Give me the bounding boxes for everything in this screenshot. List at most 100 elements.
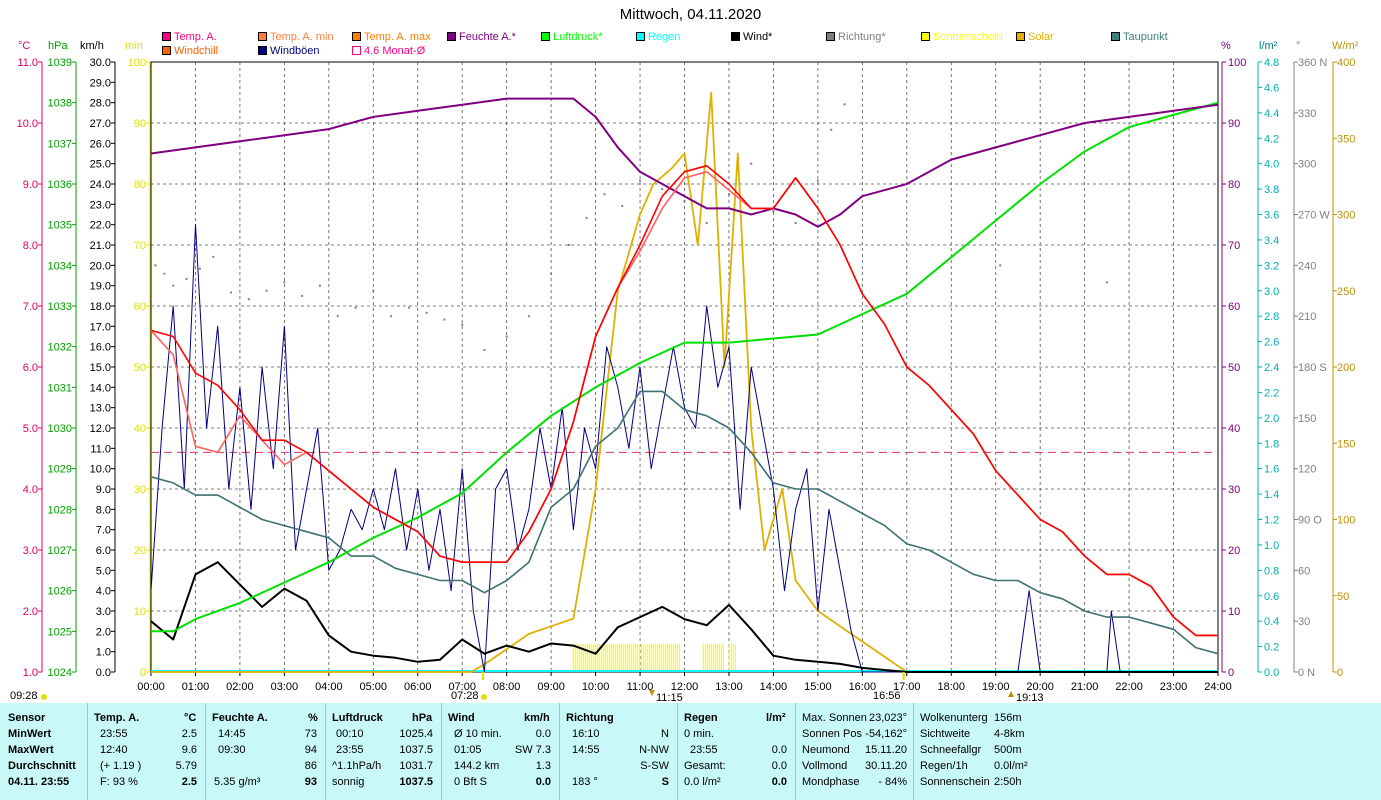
wind-max-time: 01:05 [454,744,482,756]
y-tick-label: 6.0 [96,545,111,557]
legend-swatch [352,32,361,41]
y-tick-label: 0.6 [1264,591,1279,603]
y-tick-label: 1.4 [1264,489,1279,501]
y-tick-label: 30 [1298,616,1310,628]
unit-rain: l/m² [1259,40,1278,52]
y-tick-label: 5.0 [23,423,38,435]
pressure-forecast: sonnig [332,776,365,788]
y-tick-label: 60 [1298,565,1310,577]
legend-label: Taupunkt [1123,31,1168,43]
y-tick-label: 27.0 [90,118,111,130]
wind-run: 144.2 km [454,760,500,772]
wind-current-value: 0.0 [535,776,551,788]
y-tick-label: 1.0 [23,667,38,679]
newmoon-label: Neumond [802,744,850,756]
y-tick-label: 0 [140,667,146,679]
y-tick-label: 2.6 [1264,337,1279,349]
direction-point [830,128,833,131]
sun-pos-label: Sonnen Pos [802,728,862,740]
direction-point [661,188,664,191]
unit-temp: °C [18,40,31,52]
rain-unit: l/m² [766,712,786,724]
direction-point [372,289,375,292]
y-tick-label: 300 [1298,159,1316,171]
y-tick-label: 1025 [48,626,72,638]
sensor-title: Sensor [8,712,46,724]
y-tick-label: 4.2 [1264,133,1279,145]
humidity-current-value: 93 [304,776,317,788]
direction-current-value: S [661,776,669,788]
direction-point [550,272,553,275]
y-tick-label: 12.0 [90,423,111,435]
temp-current-humidity: F: 93 % [100,776,138,788]
pressure-max-time: 23:55 [336,744,364,756]
stats-panel: Sensor MinWert MaxWert Durchschnitt 04.1… [0,703,1381,800]
legend-swatch [731,32,740,41]
direction-min-value: N [661,728,669,740]
sensor-row-current: 04.11. 23:55 [8,776,70,788]
direction-point [336,315,339,318]
y-tick-label: 60 [134,301,146,313]
x-tick-label: 23:00 [1160,681,1188,693]
y-tick-label: 10.0 [90,464,111,476]
y-tick-label: 240 [1298,260,1316,272]
y-tick-label: 7.0 [96,525,111,537]
legend-item: Feuchte A.* [447,31,516,43]
legend-swatch [826,32,835,41]
snowline-value: 500m [994,744,1022,756]
temp-max-time: 12:40 [100,744,128,756]
rain-max-time: 23:55 [690,744,718,756]
y-tick-label: 24.0 [90,179,111,191]
temp-avg-delta: (+ 1.19 ) [100,760,142,772]
newmoon-value: 15.11.20 [864,744,907,756]
moonphase-label: Mondphase [802,776,860,788]
y-tick-label: 90 [134,118,146,130]
y-tick-label: 10.0 [17,118,38,130]
x-tick-label: 02:00 [226,681,254,693]
chart-title: Mittwoch, 04.11.2020 [619,6,762,23]
y-tick-label: 4.4 [1264,108,1279,120]
direction-point [390,315,393,318]
legend-item: Luftdruck* [541,31,603,43]
y-tick-label: 2.0 [96,626,111,638]
col-direction: Richtung 16:10 N 14:55 N-NW S-SW 183 ° S [560,703,678,800]
unit-humidity: % [1221,40,1231,52]
visibility-label: Sichtweite [920,728,971,740]
rain-max-value: 0.0 [771,744,787,756]
sunrise-icon [481,694,487,700]
y-tick-label: 28.0 [90,98,111,110]
y-tick-label: 7.0 [23,301,38,313]
legend-item: Windböen [258,45,320,57]
rain-duration: 0 min. [684,728,714,740]
temp-avg-value: 5.79 [175,760,197,772]
fullmoon-label: Vollmond [802,760,848,772]
col-temp: Temp. A. °C 23:55 2.5 12:40 9.6 (+ 1.19 … [88,703,206,800]
wind-avg-day: 1.3 [535,760,551,772]
pressure-min-time: 00:10 [336,728,364,740]
x-tick-label: 18:00 [937,681,965,693]
y-tick-label: 8.0 [23,240,38,252]
fullmoon-value: 30.11.20 [864,760,907,772]
y-tick-label: 9.0 [23,179,38,191]
y-tick-label: 70 [1228,240,1240,252]
x-tick-label: 13:00 [715,681,743,693]
y-tick-label: 1037 [48,138,72,150]
sunshine-value: 2:50h [994,776,1022,788]
y-tick-label: 0.4 [1264,616,1279,628]
rain-current-value: 0.0 [771,776,787,788]
direction-point [794,221,797,224]
direction-max-value: N-NW [639,744,669,756]
y-tick-label: 1035 [48,220,72,232]
x-tick-label: 09:00 [537,681,565,693]
legend-item: Windchill [162,45,218,57]
legend-label: Temp. A. min [270,31,334,43]
wind-title: Wind [448,712,475,724]
y-tick-label: 11.0 [17,57,38,69]
y-tick-label: 14.0 [90,382,111,394]
x-tick-label: 03:00 [271,681,299,693]
series-line-windb-en [150,224,1218,673]
y-tick-label: 0.8 [1264,565,1279,577]
y-tick-label: 22.0 [90,220,111,232]
legend-label: Feuchte A.* [459,31,516,43]
y-tick-label: 330 [1298,108,1316,120]
